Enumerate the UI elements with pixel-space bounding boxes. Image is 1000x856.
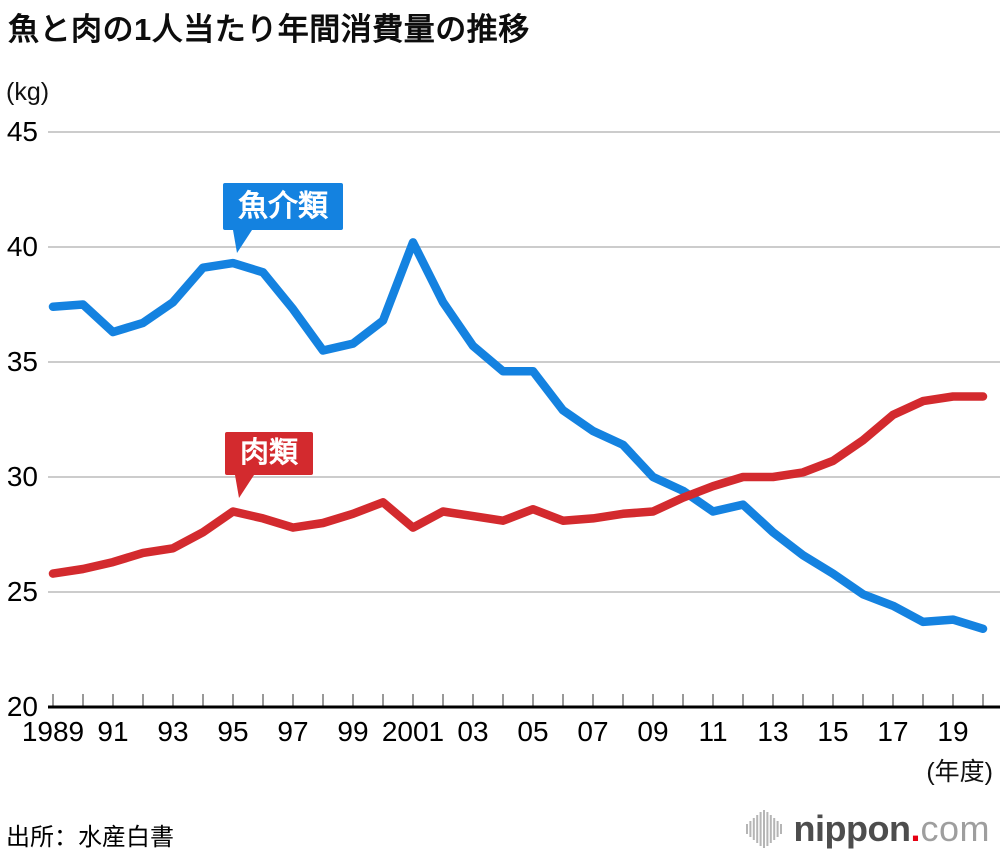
x-tick-label-2013: 13 xyxy=(757,716,789,747)
y-tick-label-45: 45 xyxy=(6,116,38,147)
x-tick-label-2003: 03 xyxy=(457,716,489,747)
x-tick-label-2007: 07 xyxy=(577,716,609,747)
y-axis-unit-label: (kg) xyxy=(6,78,50,106)
source-note: 出所：水産白書 xyxy=(6,824,174,851)
logo-tld-text: com xyxy=(920,808,990,849)
logo-dot: . xyxy=(910,808,921,849)
x-tick-label-2019: 19 xyxy=(937,716,969,747)
meat-series-label: 肉類 xyxy=(239,437,298,469)
y-tick-label-40: 40 xyxy=(6,231,38,262)
soundwave-icon xyxy=(745,810,782,848)
fish-series-callout: 魚介類 xyxy=(223,183,343,253)
chart-title: 魚と肉の1人当たり年間消費量の推移 xyxy=(8,12,530,47)
x-tick-label-1993: 93 xyxy=(157,716,189,747)
x-tick-label-2005: 05 xyxy=(517,716,549,747)
x-tick-label-1989: 1989 xyxy=(21,716,85,747)
x-axis-unit-label: (年度) xyxy=(926,758,993,786)
fish-callout-pointer xyxy=(233,230,252,253)
x-tick-label-1995: 95 xyxy=(217,716,249,747)
logo-brand-text: nippon xyxy=(793,808,911,849)
x-tick-label-2009: 09 xyxy=(637,716,669,747)
meat-series-callout: 肉類 xyxy=(225,432,313,498)
series-line-meat xyxy=(48,392,988,578)
y-tick-label-25: 25 xyxy=(6,576,38,607)
x-tick-label-1999: 99 xyxy=(337,716,369,747)
x-tick-label-2017: 17 xyxy=(877,716,909,747)
x-tick-label-2001: 2001 xyxy=(381,716,445,747)
nippon-logo: nippon. com xyxy=(745,808,990,850)
x-tick-label-2015: 15 xyxy=(817,716,849,747)
y-tick-label-35: 35 xyxy=(6,346,38,377)
fish-series-label: 魚介類 xyxy=(238,190,328,223)
meat-callout-pointer xyxy=(235,475,254,498)
x-tick-label-1991: 91 xyxy=(97,716,129,747)
y-tick-label-20: 20 xyxy=(6,691,38,722)
line-chart-canvas xyxy=(48,131,1000,709)
series-line-fish xyxy=(48,238,988,634)
x-tick-label-2011: 11 xyxy=(698,716,728,747)
y-tick-label-30: 30 xyxy=(6,461,38,492)
x-tick-label-1997: 97 xyxy=(277,716,309,747)
